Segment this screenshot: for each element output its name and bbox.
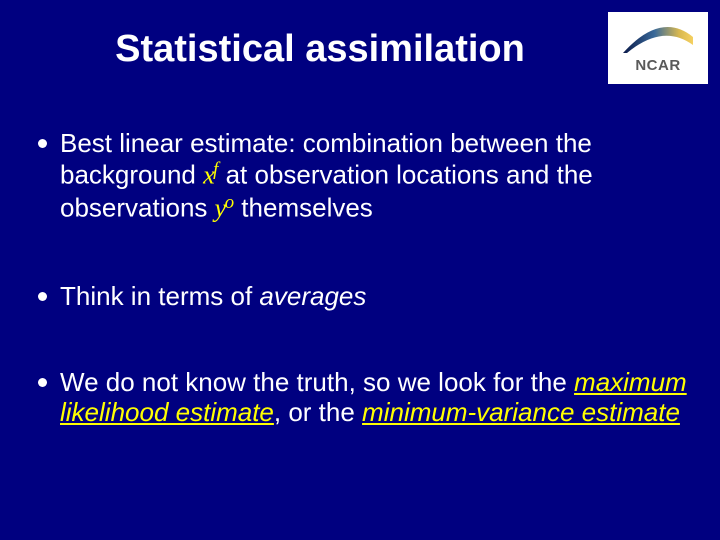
b2-pre: Think in terms of — [60, 281, 259, 311]
b3-pre: We do not know the truth, so we look for… — [60, 367, 574, 397]
bullet-1-text: Best linear estimate: combination betwee… — [60, 128, 690, 225]
b1-sup2: o — [225, 192, 234, 213]
b1-post: themselves — [234, 193, 373, 223]
b3-key2: minimum-variance estimate — [362, 397, 680, 427]
bullet-dot-icon — [38, 139, 47, 148]
b1-sup1: f — [213, 159, 218, 180]
bullet-1: Best linear estimate: combination betwee… — [38, 128, 690, 225]
b3-mid: , or the — [274, 397, 362, 427]
bullet-2: Think in terms of averages — [38, 281, 690, 311]
slide-title: Statistical assimilation — [0, 28, 720, 71]
bullet-dot-icon — [38, 378, 47, 387]
bullet-3: We do not know the truth, so we look for… — [38, 367, 690, 428]
bullet-dot-icon — [38, 292, 47, 301]
slide-body: Best linear estimate: combination betwee… — [38, 128, 690, 428]
bullet-2-text: Think in terms of averages — [60, 281, 690, 311]
b2-emph: averages — [259, 281, 366, 311]
bullet-3-text: We do not know the truth, so we look for… — [60, 367, 690, 428]
